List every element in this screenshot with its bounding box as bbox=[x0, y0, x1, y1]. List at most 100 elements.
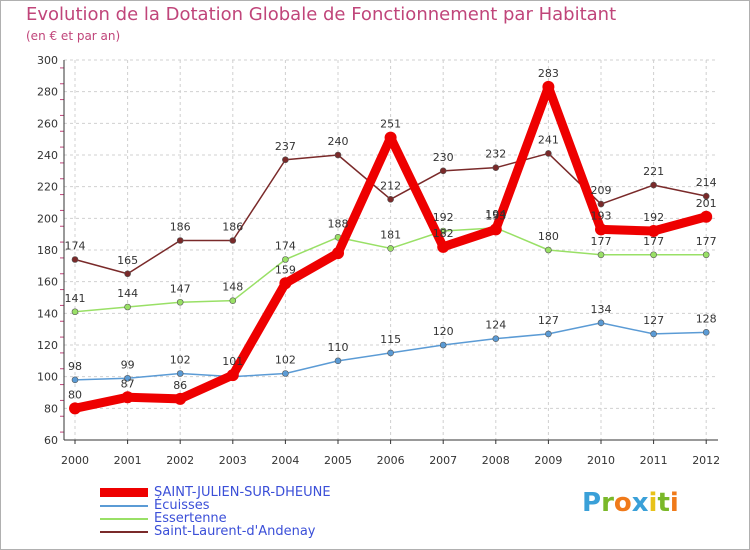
legend-item: SAINT-JULIEN-SUR-DHEUNE bbox=[100, 486, 331, 499]
data-label: 141 bbox=[65, 292, 86, 305]
y-tick-label: 80 bbox=[44, 402, 58, 415]
data-point bbox=[437, 240, 450, 253]
data-point bbox=[595, 223, 607, 236]
data-label: 177 bbox=[643, 235, 664, 248]
y-tick-label: 200 bbox=[37, 212, 58, 225]
legend-swatch bbox=[100, 530, 148, 533]
data-label: 212 bbox=[380, 179, 401, 192]
data-label: 192 bbox=[643, 211, 664, 224]
data-point bbox=[176, 298, 184, 306]
data-point bbox=[387, 245, 394, 252]
data-label: 174 bbox=[275, 240, 296, 253]
data-label: 80 bbox=[68, 388, 82, 401]
data-point bbox=[647, 225, 660, 237]
data-point bbox=[71, 308, 79, 316]
data-label: 101 bbox=[222, 355, 243, 368]
data-label: 144 bbox=[117, 287, 138, 300]
data-point bbox=[282, 156, 289, 164]
legend-swatch bbox=[100, 488, 148, 497]
data-label: 115 bbox=[380, 333, 401, 346]
y-tick-label: 300 bbox=[37, 54, 58, 67]
data-point bbox=[597, 200, 605, 208]
chart-subtitle: (en € et par an) bbox=[26, 29, 121, 43]
data-point bbox=[124, 270, 131, 278]
data-label: 201 bbox=[696, 197, 717, 210]
data-point bbox=[121, 391, 134, 404]
legend-label: Écuisses bbox=[154, 498, 210, 513]
x-tick-label: 2003 bbox=[219, 454, 247, 467]
data-label: 102 bbox=[170, 354, 191, 367]
data-point bbox=[229, 237, 237, 244]
x-tick-label: 2011 bbox=[640, 454, 668, 467]
data-point bbox=[597, 251, 605, 259]
data-point bbox=[597, 319, 605, 327]
data-point bbox=[702, 251, 710, 259]
data-point bbox=[489, 223, 502, 236]
data-point bbox=[226, 369, 239, 382]
legend-item: Saint-Laurent-d'Andenay bbox=[100, 525, 331, 538]
data-label: 194 bbox=[485, 208, 506, 221]
data-point bbox=[176, 370, 184, 377]
x-tick-label: 2009 bbox=[534, 454, 562, 467]
data-point bbox=[229, 297, 237, 304]
x-tick-label: 2004 bbox=[271, 454, 299, 467]
data-label: 127 bbox=[538, 314, 559, 327]
x-tick-label: 2012 bbox=[692, 454, 720, 467]
legend: SAINT-JULIEN-SUR-DHEUNE Écuisses Essertenn… bbox=[100, 486, 331, 538]
data-label: 148 bbox=[222, 281, 243, 294]
data-point bbox=[387, 349, 394, 357]
legend-label: SAINT-JULIEN-SUR-DHEUNE bbox=[154, 485, 331, 500]
y-tick-label: 260 bbox=[37, 117, 58, 130]
data-label: 188 bbox=[328, 217, 349, 230]
data-label: 99 bbox=[121, 358, 135, 371]
data-label: 165 bbox=[117, 254, 138, 267]
x-tick-label: 2002 bbox=[166, 454, 194, 467]
data-point bbox=[650, 330, 657, 338]
data-label: 209 bbox=[591, 184, 612, 197]
data-point bbox=[279, 277, 292, 290]
data-label: 177 bbox=[591, 235, 612, 248]
x-tick-label: 2001 bbox=[114, 454, 142, 467]
data-label: 86 bbox=[173, 379, 187, 392]
data-label: 241 bbox=[538, 133, 559, 146]
data-point bbox=[282, 256, 289, 263]
data-point bbox=[176, 237, 184, 244]
legend-swatch bbox=[100, 504, 148, 507]
x-tick-label: 2008 bbox=[482, 454, 510, 467]
data-label: 110 bbox=[328, 341, 349, 354]
data-label: 193 bbox=[485, 209, 506, 222]
x-tick-label: 2000 bbox=[61, 454, 89, 467]
data-label: 124 bbox=[485, 319, 506, 332]
data-label: 186 bbox=[222, 221, 243, 234]
data-point bbox=[650, 251, 657, 259]
data-point bbox=[439, 341, 447, 349]
data-point bbox=[384, 131, 397, 144]
series-line-3 bbox=[74, 152, 707, 275]
data-point bbox=[702, 192, 710, 200]
legend-item: Essertenne bbox=[100, 512, 331, 525]
y-tick-label: 100 bbox=[37, 371, 58, 384]
data-label: 230 bbox=[433, 151, 454, 164]
data-label: 240 bbox=[328, 135, 349, 148]
y-tick-label: 240 bbox=[37, 149, 58, 162]
data-label: 147 bbox=[170, 282, 191, 295]
data-label: 98 bbox=[68, 360, 82, 373]
data-label: 177 bbox=[696, 235, 717, 248]
data-point bbox=[492, 335, 500, 342]
data-label: 193 bbox=[591, 209, 612, 222]
data-point bbox=[332, 247, 344, 260]
data-label: 221 bbox=[643, 165, 664, 178]
y-tick-label: 280 bbox=[37, 86, 58, 99]
data-label: 186 bbox=[170, 221, 191, 234]
y-tick-label: 220 bbox=[37, 181, 58, 194]
data-label: 214 bbox=[696, 176, 717, 189]
data-point bbox=[702, 329, 710, 336]
data-label: 120 bbox=[433, 325, 454, 338]
data-point bbox=[650, 181, 657, 189]
x-tick-label: 2005 bbox=[324, 454, 352, 467]
chart-title: Evolution de la Dotation Globale de Fonc… bbox=[26, 4, 617, 25]
data-point bbox=[545, 150, 552, 157]
data-label: 181 bbox=[380, 228, 401, 241]
data-point bbox=[700, 210, 713, 223]
